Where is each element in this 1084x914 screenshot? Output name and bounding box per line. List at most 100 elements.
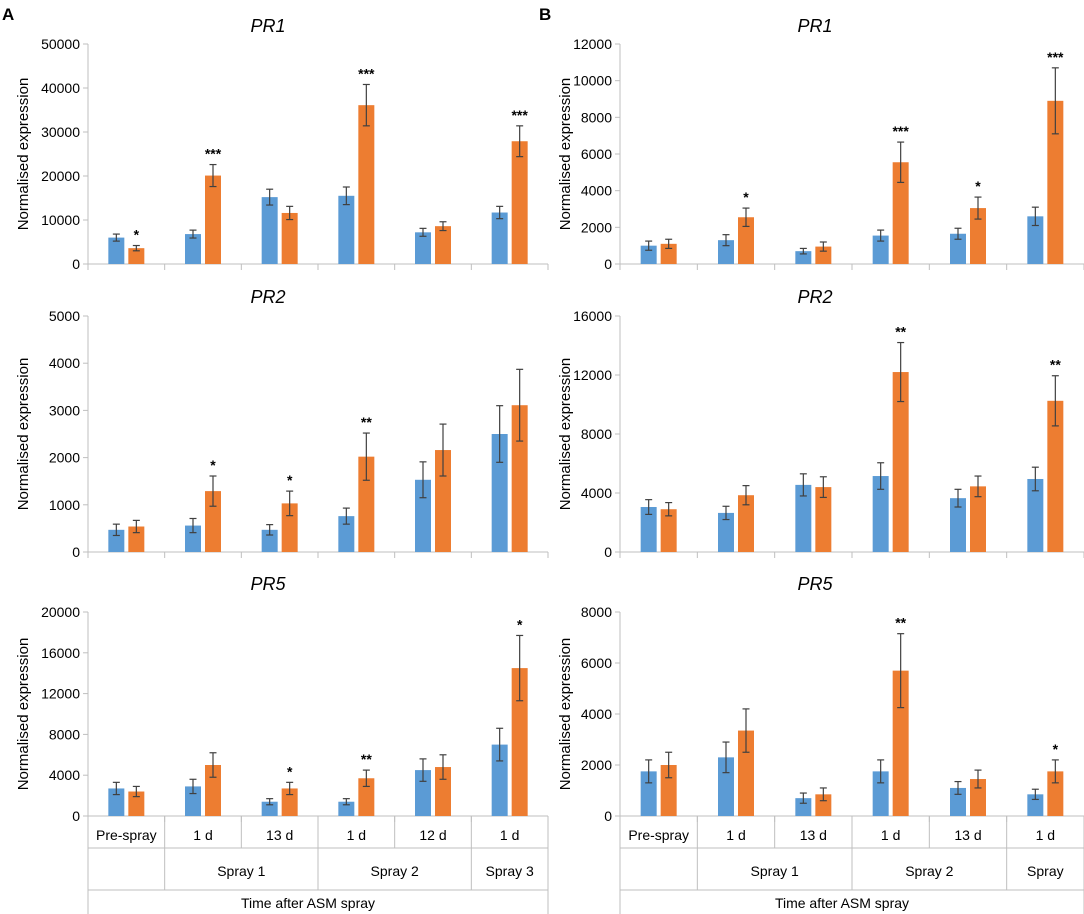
bar-series1-5: [491, 744, 508, 816]
y-tick-label: 8000: [581, 604, 612, 620]
significance-marker: ***: [892, 123, 909, 139]
y-tick-label: 8000: [581, 426, 612, 442]
bar-series1-4: [415, 770, 431, 816]
category-label: Pre-spray: [96, 827, 157, 843]
group-label: Spray 1: [217, 863, 265, 879]
y-tick-label: 2000: [49, 450, 80, 466]
bar-series1-5: [1027, 216, 1044, 264]
bar-series2-1: [205, 765, 221, 816]
group-label: Spray 1: [751, 863, 799, 879]
significance-marker: *: [210, 457, 216, 473]
bar-series2-1: [738, 217, 754, 264]
bar-series2-0: [128, 526, 145, 552]
bar-series1-5: [491, 434, 508, 552]
bar-series2-2: [281, 788, 298, 816]
bar-series2-2: [815, 246, 832, 264]
y-tick-label: 0: [72, 256, 80, 272]
significance-marker: *: [743, 189, 749, 205]
bar-series2-3: [358, 456, 375, 552]
significance-marker: ***: [358, 65, 375, 81]
bar-series1-4: [950, 233, 966, 264]
y-tick-label: 4000: [581, 485, 612, 501]
chart-b-pr2: PR2 0 4000 8000 12000 16000 Normalised express…: [557, 287, 1084, 560]
y-tick-label: 40000: [41, 80, 80, 96]
group-label: Spray: [1027, 863, 1064, 879]
bar-series1-2: [795, 484, 812, 552]
significance-marker: ***: [1047, 49, 1064, 65]
category-label: 1 d: [193, 827, 212, 843]
bar-series1-0: [640, 245, 657, 264]
significance-marker: **: [895, 615, 906, 631]
bar-series2-2: [815, 794, 832, 816]
bar-series2-3: [892, 670, 909, 816]
chart-title: PR1: [250, 16, 285, 36]
chart-b-pr5: PR5 0 2000 4000 6000 8000 Normalised expressio…: [557, 574, 1084, 914]
chart-b-pr1: PR1 0 2000 4000 6000 8000 10000 12000 Normalised…: [539, 5, 1084, 272]
bar-series1-5: [1027, 794, 1044, 816]
bar-series1-1: [718, 757, 734, 816]
bar-series2-0: [660, 765, 677, 816]
bar-series1-4: [950, 787, 966, 816]
y-axis-label: Normalised expression: [15, 638, 32, 791]
y-tick-label: 4000: [581, 706, 612, 722]
panel-label: A: [2, 5, 14, 24]
x-axis-title: Time after ASM spray: [775, 895, 909, 911]
bar-series2-0: [660, 243, 677, 264]
group-label: Spray 2: [371, 863, 419, 879]
bar-series1-1: [718, 512, 734, 552]
y-tick-label: 4000: [581, 183, 612, 199]
y-tick-label: 0: [72, 544, 80, 560]
bar-series1-3: [338, 516, 355, 552]
chart-a-pr5: PR5 0 4000 8000 12000 16000 20000 Normalised ex…: [15, 574, 549, 914]
bar-series2-0: [128, 791, 145, 816]
y-tick-label: 0: [604, 544, 612, 560]
significance-marker: *: [287, 472, 293, 488]
bar-series2-4: [435, 450, 451, 552]
y-tick-label: 6000: [581, 146, 612, 162]
y-tick-label: 12000: [41, 686, 80, 702]
y-tick-label: 20000: [41, 604, 80, 620]
y-tick-label: 0: [604, 256, 612, 272]
bar-series2-1: [205, 491, 221, 552]
bar-series2-1: [205, 175, 221, 264]
bar-series2-3: [892, 162, 909, 264]
chart-a-pr1: PR1 0 10000 20000 30000 40000 50000 Normalised …: [2, 5, 549, 272]
category-label: 1 d: [1036, 827, 1055, 843]
y-tick-label: 50000: [41, 36, 80, 52]
bar-series2-3: [892, 372, 909, 552]
bar-series1-5: [491, 212, 508, 264]
significance-marker: *: [134, 227, 140, 243]
category-label: 13 d: [266, 827, 293, 843]
bar-series2-5: [1047, 400, 1064, 552]
category-label: 12 d: [419, 827, 446, 843]
group-label: Spray 2: [905, 863, 953, 879]
bar-series2-1: [738, 730, 754, 816]
y-tick-label: 2000: [581, 219, 612, 235]
category-label: 1 d: [347, 827, 366, 843]
category-label: 1 d: [500, 827, 519, 843]
bar-series1-2: [795, 251, 812, 264]
bar-series2-4: [970, 486, 986, 552]
y-tick-label: 5000: [49, 308, 80, 324]
bar-series2-4: [435, 226, 451, 264]
y-tick-label: 8000: [49, 726, 80, 742]
bar-series1-0: [640, 771, 657, 816]
bar-series1-3: [872, 771, 889, 816]
bar-series2-5: [511, 668, 528, 816]
group-label: Spray 3: [486, 863, 534, 879]
y-tick-label: 4000: [49, 355, 80, 371]
significance-marker: *: [517, 616, 523, 632]
significance-marker: *: [975, 178, 981, 194]
bar-series1-3: [872, 235, 889, 264]
y-tick-label: 30000: [41, 124, 80, 140]
y-tick-label: 10000: [41, 212, 80, 228]
category-label: 1 d: [881, 827, 900, 843]
bar-series2-0: [660, 509, 677, 552]
bar-series1-5: [1027, 478, 1044, 552]
y-tick-label: 0: [604, 808, 612, 824]
y-tick-label: 16000: [573, 308, 612, 324]
y-axis-label: Normalised expression: [557, 638, 574, 791]
y-tick-label: 2000: [581, 757, 612, 773]
category-label: 13 d: [954, 827, 981, 843]
